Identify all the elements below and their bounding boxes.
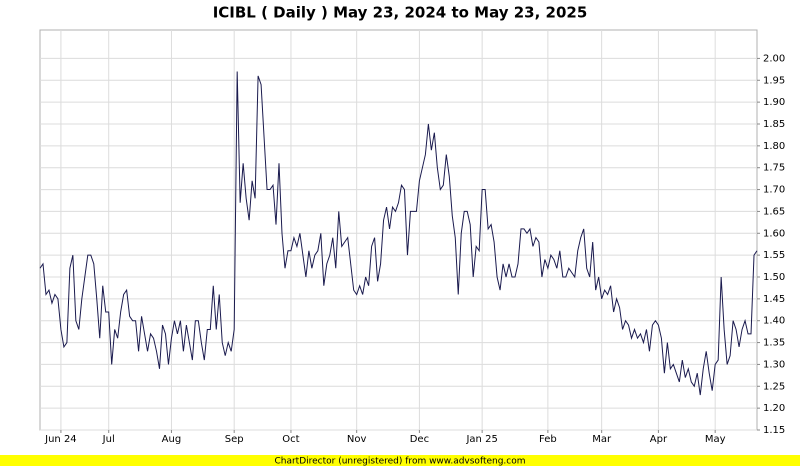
chart-title: ICIBL ( Daily ) May 23, 2024 to May 23, … — [213, 4, 588, 22]
y-tick-label: 1.55 — [763, 250, 785, 261]
y-tick-label: 1.20 — [763, 403, 785, 414]
y-tick-label: 1.70 — [763, 185, 785, 196]
x-tick-label: Feb — [539, 434, 557, 445]
y-tick-label: 1.65 — [763, 206, 785, 217]
x-tick-label: Apr — [650, 434, 668, 445]
y-tick-label: 2.00 — [763, 53, 785, 64]
y-tick-label: 1.85 — [763, 119, 785, 130]
y-tick-label: 1.45 — [763, 294, 785, 305]
x-tick-label: Sep — [225, 434, 244, 445]
y-tick-label: 1.25 — [763, 381, 785, 392]
y-tick-label: 1.50 — [763, 272, 785, 283]
x-tick-label: Jul — [102, 434, 115, 445]
y-tick-label: 1.40 — [763, 316, 785, 327]
y-tick-label: 1.80 — [763, 141, 785, 152]
plot-area — [39, 29, 758, 431]
grid: 1.15 1.20 1.25 1.30 1.35 1.40 1.45 1.50 1.55 1.60… — [40, 30, 785, 445]
x-tick-label: May — [705, 434, 726, 445]
y-tick-label: 1.35 — [763, 338, 785, 349]
y-tick-label: 1.60 — [763, 228, 785, 239]
x-tick-label: Dec — [410, 434, 429, 445]
y-tick-label: 1.75 — [763, 163, 785, 174]
marks — [39, 71, 758, 396]
x-tick-label: Nov — [347, 434, 367, 445]
footer-text: ChartDirector (unregistered) from www.ad… — [274, 457, 525, 466]
x-tick-label: Mar — [592, 434, 612, 445]
price-line — [39, 71, 758, 396]
footer-band — [0, 455, 800, 466]
y-tick-label: 1.30 — [763, 359, 785, 370]
y-tick-label: 1.90 — [763, 97, 785, 108]
x-tick-label: Aug — [162, 434, 182, 445]
y-tick-label: 1.15 — [763, 425, 785, 436]
x-tick-label: Jun 24 — [44, 434, 77, 445]
x-tick-label: Oct — [282, 434, 299, 445]
x-tick-label: Jan 25 — [465, 434, 497, 445]
y-tick-label: 1.95 — [763, 75, 785, 86]
